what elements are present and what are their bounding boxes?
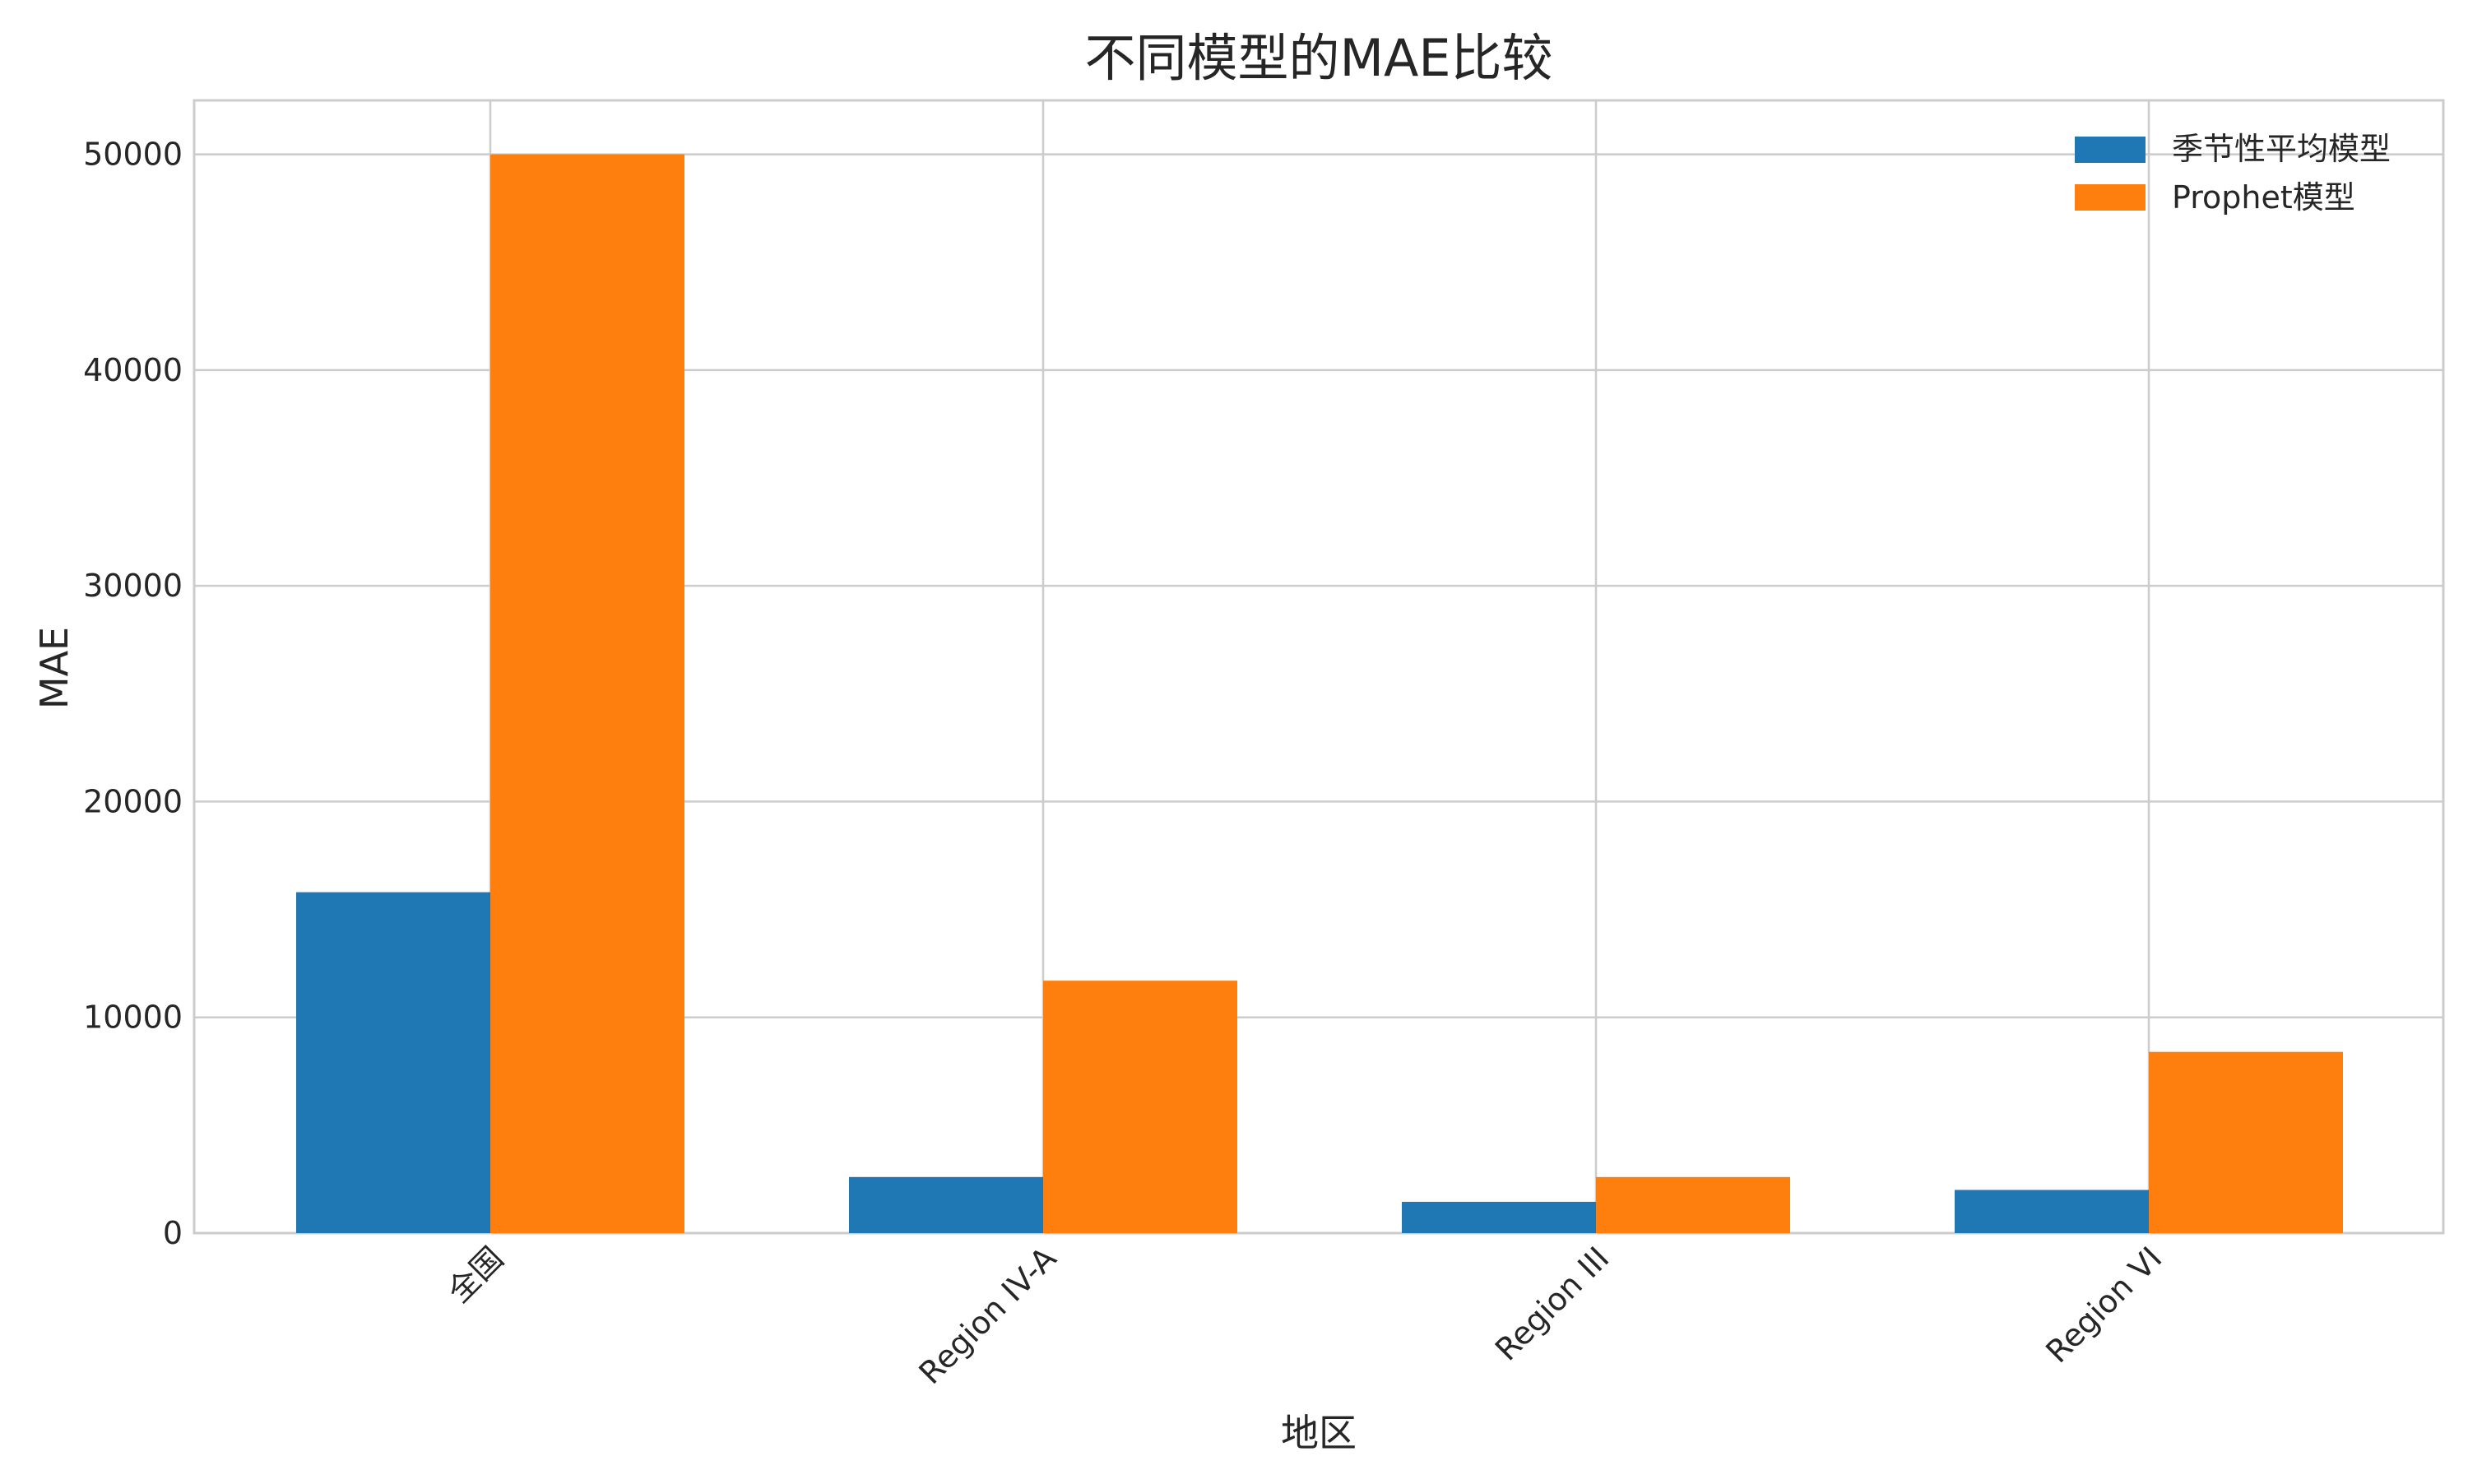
y-tick-label: 20000 xyxy=(83,783,183,819)
chart-title: 不同模型的MAE比较 xyxy=(1084,28,1552,88)
bar-prophet-0 xyxy=(490,154,684,1234)
bar-seasonal-1 xyxy=(849,1176,1043,1233)
bar-seasonal-3 xyxy=(1955,1190,2149,1233)
bars xyxy=(296,154,2343,1234)
bar-seasonal-2 xyxy=(1402,1201,1596,1233)
bar-prophet-2 xyxy=(1596,1176,1790,1233)
y-axis-ticks: 0 10000 20000 30000 40000 50000 xyxy=(83,137,183,1251)
plot-area xyxy=(193,99,2445,1235)
y-tick-label: 10000 xyxy=(83,999,183,1036)
bar-prophet-1 xyxy=(1043,981,1237,1233)
legend-label-seasonal: 季节性平均模型 xyxy=(2172,131,2391,167)
legend-swatch-seasonal xyxy=(2075,137,2146,163)
bar-seasonal-0 xyxy=(296,892,490,1233)
y-tick-label: 40000 xyxy=(83,352,183,388)
legend-label-prophet: Prophet模型 xyxy=(2172,179,2355,216)
legend-swatch-prophet xyxy=(2075,184,2146,211)
y-tick-label: 50000 xyxy=(83,137,183,173)
y-tick-label: 0 xyxy=(163,1215,183,1251)
y-tick-label: 30000 xyxy=(83,568,183,604)
x-axis-label: 地区 xyxy=(1281,1411,1357,1455)
y-axis-label: MAE xyxy=(32,627,77,709)
legend: 季节性平均模型 Prophet模型 xyxy=(2075,131,2391,216)
bar-prophet-3 xyxy=(2149,1051,2343,1233)
